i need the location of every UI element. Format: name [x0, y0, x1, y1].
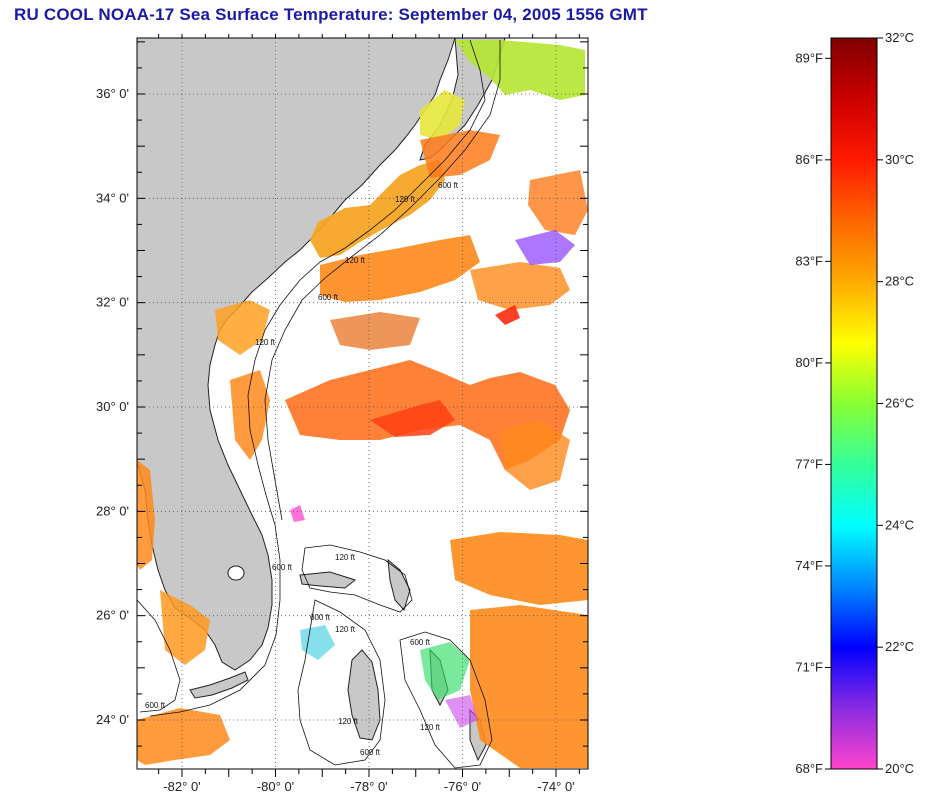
contour-labels: 120 ft 600 ft 120 ft 600 ft 120 ft 600 f… [145, 181, 459, 757]
longitude-label: -74° 0' [537, 779, 574, 794]
longitude-label: -78° 0' [350, 779, 387, 794]
bathymetry-contours [136, 39, 501, 769]
longitude-labels: -82° 0' -80° 0' -78° 0' -76° 0' -74° 0' [163, 779, 574, 794]
celsius-label: 28°C [885, 274, 914, 289]
fahrenheit-label: 89°F [795, 50, 823, 65]
land-bahamas-grand [299, 571, 357, 589]
longitude-label: -80° 0' [257, 779, 294, 794]
colorbar-fahrenheit-labels: 89°F 86°F 83°F 80°F 77°F 74°F 71°F 68°F [795, 50, 823, 776]
contour-label: 600 ft [318, 293, 339, 302]
contour-label: 120 ft [335, 625, 356, 634]
longitude-label: -82° 0' [163, 779, 200, 794]
fahrenheit-label: 68°F [795, 761, 823, 776]
fahrenheit-label: 80°F [795, 355, 823, 370]
celsius-label: 24°C [885, 517, 914, 532]
celsius-label: 20°C [885, 761, 914, 776]
fahrenheit-label: 77°F [795, 456, 823, 471]
contour-label: 600 ft [145, 701, 166, 710]
fahrenheit-label: 86°F [795, 152, 823, 167]
contour-label: 120 ft [335, 553, 356, 562]
contour-label: 600 ft [272, 563, 293, 572]
contour-label: 120 ft [345, 256, 366, 265]
colorbar-ticks [825, 37, 883, 770]
axis-ticks [137, 34, 588, 777]
contour-label: 600 ft [438, 181, 459, 190]
contour-label: 600 ft [310, 613, 331, 622]
longitude-label: -76° 0' [444, 779, 481, 794]
latitude-label: 32° 0' [96, 295, 129, 310]
map-frame [136, 37, 589, 770]
contour-label: 120 ft [338, 717, 359, 726]
latitude-label: 30° 0' [96, 399, 129, 414]
latitude-label: 28° 0' [96, 503, 129, 518]
contour-label: 600 ft [410, 638, 431, 647]
contour-label: 120 ft [255, 338, 276, 347]
latitude-label: 26° 0' [96, 608, 129, 623]
latitude-labels: 36° 0' 34° 0' 32° 0' 30° 0' 28° 0' 26° 0' 24° … [96, 86, 129, 727]
colorbar-gradient [830, 37, 878, 770]
colorbar-celsius-labels: 32°C 30°C 28°C 26°C 24°C 22°C 20°C [885, 30, 914, 776]
map-title: RU COOL NOAA-17 Sea Surface Temperature:… [14, 5, 648, 24]
latitude-label: 34° 0' [96, 190, 129, 205]
contour-label: 600 ft [360, 748, 381, 757]
celsius-label: 26°C [885, 396, 914, 411]
fahrenheit-label: 74°F [795, 558, 823, 573]
latitude-label: 24° 0' [96, 712, 129, 727]
celsius-label: 22°C [885, 639, 914, 654]
latitude-label: 36° 0' [96, 86, 129, 101]
celsius-label: 30°C [885, 152, 914, 167]
sst-patches [137, 40, 588, 768]
lake-okeechobee [227, 565, 245, 581]
land-florida-keys [189, 671, 249, 699]
land-bahamas-abaco [387, 558, 411, 611]
fahrenheit-label: 71°F [795, 659, 823, 674]
contour-label: 120 ft [420, 723, 441, 732]
land-bahamas-andros [347, 649, 381, 741]
celsius-label: 32°C [885, 30, 914, 45]
contour-label: 120 ft [395, 195, 416, 204]
fahrenheit-label: 83°F [795, 253, 823, 268]
